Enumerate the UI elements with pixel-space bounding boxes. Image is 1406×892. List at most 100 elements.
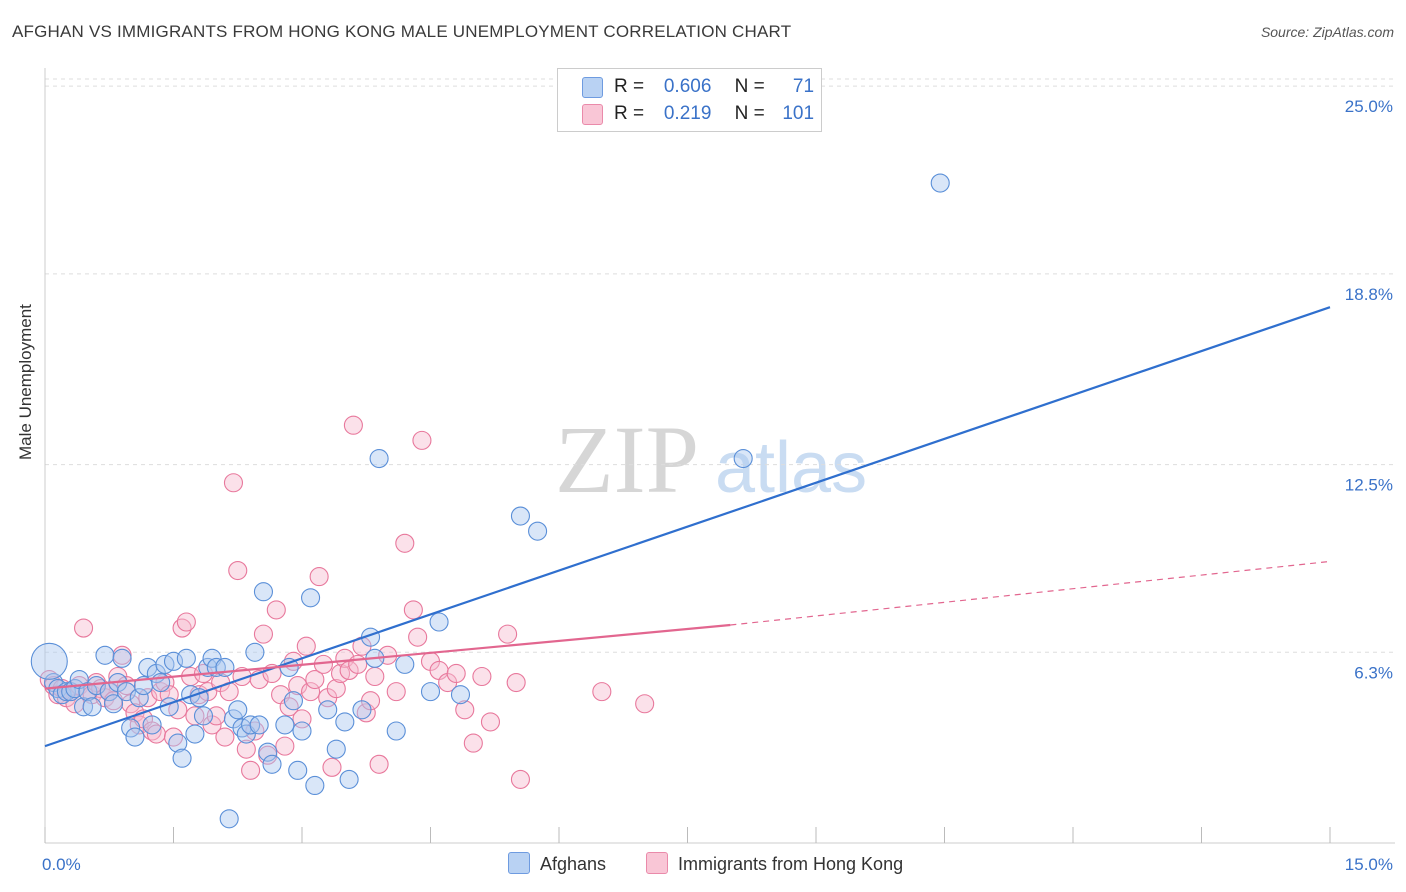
afghans-point [172,748,192,768]
afghans-point [429,612,449,632]
hong-kong-point [635,694,655,714]
afghans-point [142,715,162,735]
afghans-point [262,754,282,774]
afghans-point [510,506,531,526]
bottom-swatch-afghans [508,852,530,874]
hong-kong-point [253,624,274,644]
afghans-point [189,688,209,708]
hong-kong-point [446,663,466,684]
bottom-legend-hong-kong: Immigrants from Hong Kong [646,852,903,875]
hong-kong-point [322,757,342,777]
afghans-point [168,733,188,753]
afghans-point [420,682,441,702]
afghans-point [228,700,248,720]
hong-kong-trend-line [44,623,731,690]
y-tick-label: 25.0% [1345,97,1393,116]
afghans-point [318,700,338,720]
correlation-legend: R = 0.606 N = 71 R = 0.219 N = 101 [557,68,822,132]
hong-kong-point [592,682,612,702]
legend-n-value-afghans: 71 [792,76,815,97]
hong-kong-point [472,666,492,687]
hong-kong-point [408,627,428,647]
afghans-point [326,739,346,759]
hong-kong-point [498,624,518,644]
legend-swatch-afghans [582,77,603,98]
hong-kong-point [510,769,531,789]
watermark-atlas: atlas [715,428,867,508]
afghans-point [129,688,149,708]
legend-r-label: R = [614,76,645,97]
bottom-legend-label-afghans: Afghans [540,854,607,874]
hong-kong-point [365,666,385,687]
bottom-swatch-hong-kong [646,852,668,874]
legend-r-value-hong-kong: 0.219 [663,103,712,124]
large-point [30,642,68,680]
hong-kong-point [215,727,235,747]
hong-kong-point [241,760,261,780]
afghans-point [125,727,145,747]
hong-kong-point [506,673,526,693]
afghans-point [930,173,950,193]
afghans-point [219,809,239,829]
afghans-point [305,775,325,796]
afghans-point [103,694,124,714]
afghans-point [275,715,295,735]
afghans-point [95,645,115,665]
afghans-point [249,715,269,735]
hong-kong-point [223,473,244,493]
afghans-point [258,742,278,762]
afghans-point [395,654,415,674]
x-tick-label-min: 0.0% [42,855,81,874]
hong-kong-point [412,430,432,450]
afghans-point [733,448,753,469]
hong-kong-trend-extension [730,560,1331,626]
afghans-point [245,642,265,662]
afghans-point [450,685,471,705]
bottom-legend-afghans: Afghans [508,852,606,875]
hong-kong-point [386,682,406,702]
hong-kong-point [463,733,483,753]
hong-kong-point [228,560,248,581]
afghans-point [352,700,372,720]
hong-kong-point [455,700,475,720]
hong-kong-point [403,600,423,620]
afghans-point [176,648,196,668]
afghans-point [121,718,141,738]
afghans-trend-line [44,306,1331,748]
afghans-point [185,724,205,744]
hong-kong-point [266,600,286,620]
chart-title: AFGHAN VS IMMIGRANTS FROM HONG KONG MALE… [12,22,792,41]
legend-swatch-hong-kong [582,104,603,125]
legend-r-value-afghans: 0.606 [663,76,712,97]
y-tick-label: 12.5% [1345,476,1393,495]
hong-kong-point [326,679,346,699]
afghans-point [292,721,312,741]
afghans-point [215,657,235,677]
watermark-zip: ZIP [555,406,699,513]
hong-kong-point [480,712,501,732]
afghans-point [369,448,389,469]
afghans-point [193,706,214,726]
hong-kong-point [296,636,316,656]
afghans-point [335,712,355,732]
legend-text-afghans: R = 0.606 N = 71 [614,76,814,98]
afghans-point [82,697,102,717]
hong-kong-point [305,669,325,690]
legend-n-label: N = [734,103,765,124]
afghans-point [528,521,548,541]
hong-kong-point [236,739,256,759]
bottom-legend-label-hong-kong: Immigrants from Hong Kong [678,854,904,874]
legend-r-label: R = [614,103,645,124]
hong-kong-point [369,754,389,774]
hong-kong-point [176,612,196,632]
hong-kong-point [343,415,363,435]
y-tick-label: 6.3% [1354,663,1393,682]
legend-text-hong-kong: R = 0.219 N = 101 [614,103,814,125]
source-label: Source: ZipAtlas.com [1260,24,1394,40]
afghans-point [112,648,132,668]
afghans-point [301,588,321,608]
legend-n-value-hong-kong: 101 [782,103,815,124]
x-tick-label-max: 15.0% [1345,855,1393,874]
hong-kong-point [275,736,295,756]
